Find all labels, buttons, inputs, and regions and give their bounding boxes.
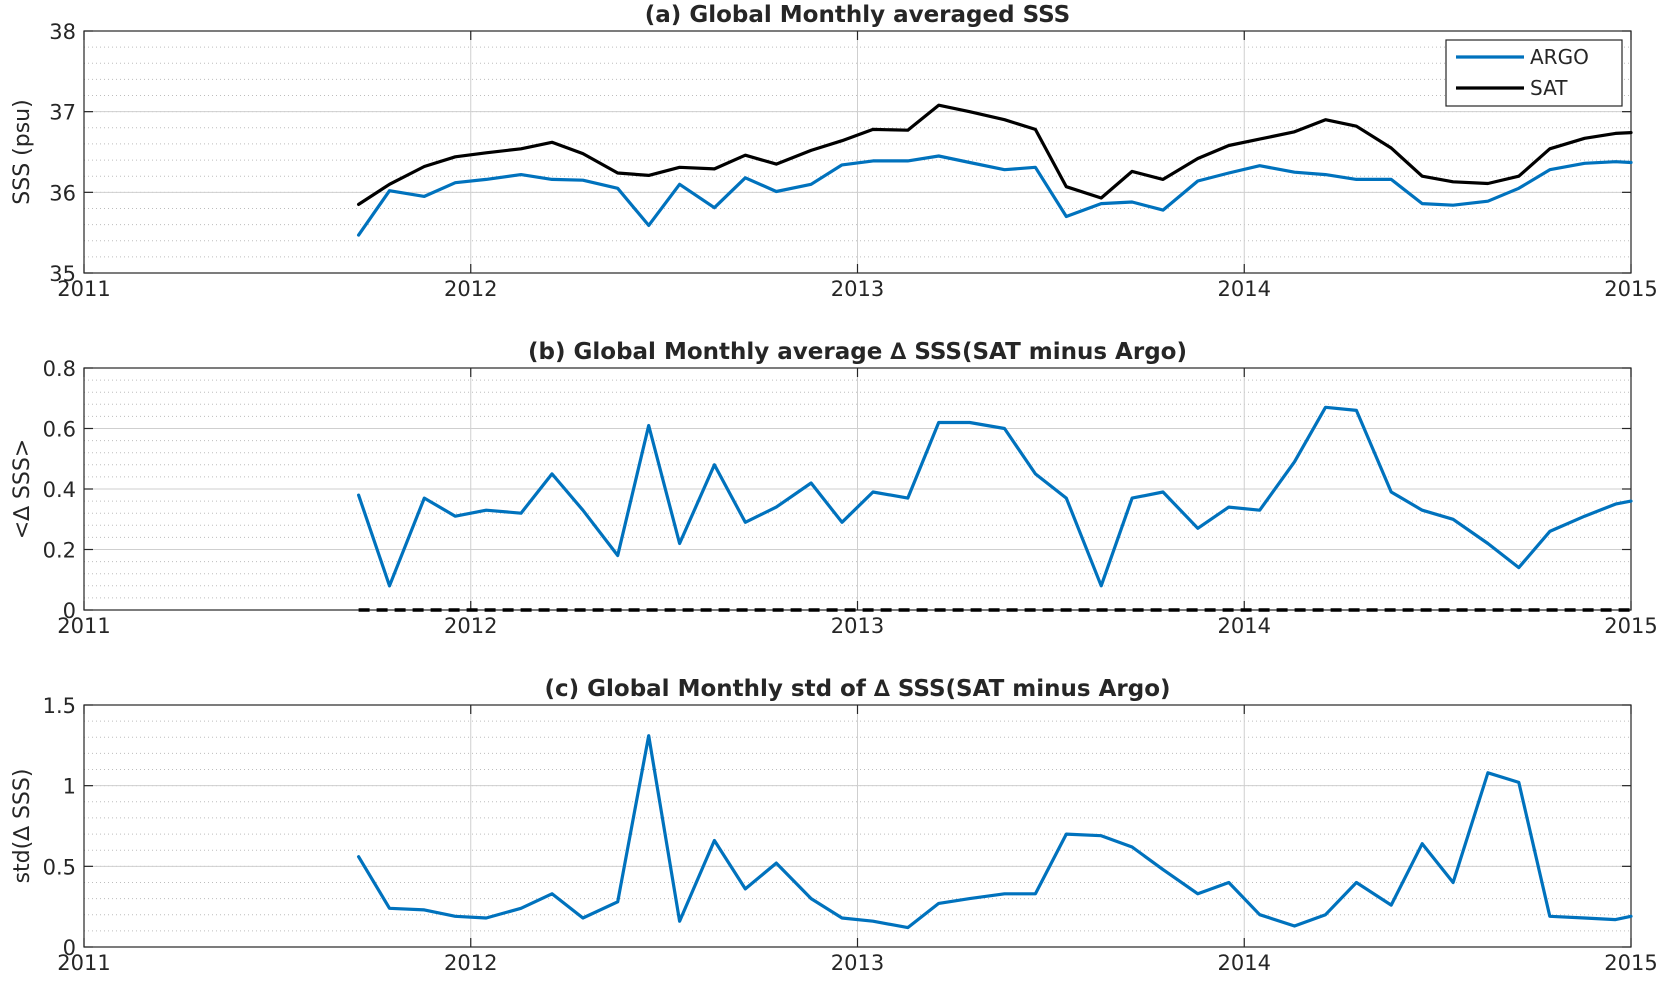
y-tick-label: 0.5 bbox=[43, 855, 76, 879]
x-tick-label: 2012 bbox=[444, 951, 497, 975]
y-tick-label: 36 bbox=[49, 181, 76, 205]
x-tick-label: 2015 bbox=[1604, 277, 1657, 301]
series-line-argo bbox=[357, 154, 1633, 237]
y-tick-label: 37 bbox=[49, 101, 76, 125]
x-tick-label: 2014 bbox=[1218, 614, 1271, 638]
x-tick-label: 2015 bbox=[1604, 614, 1657, 638]
panel-b: 0 0.2 0.4 0.6 0.8 2011 2012 2013 2014 2015 (b) Glo… bbox=[10, 339, 1658, 638]
chart-title: (a) Global Monthly averaged SSS bbox=[645, 2, 1070, 28]
y-axis-label: std(∆ SSS) bbox=[10, 769, 35, 884]
series-line-sat bbox=[357, 103, 1633, 206]
chart-title: (c) Global Monthly std of ∆ SSS(SAT minu… bbox=[544, 676, 1170, 702]
x-tick-label: 2014 bbox=[1218, 277, 1271, 301]
x-tick-label: 2014 bbox=[1218, 951, 1271, 975]
legend-label-argo: ARGO bbox=[1530, 45, 1589, 69]
chart-title: (b) Global Monthly average ∆ SSS(SAT min… bbox=[528, 339, 1187, 365]
legend-label-sat: SAT bbox=[1530, 76, 1568, 100]
series-line bbox=[357, 405, 1633, 588]
x-tick-label: 2015 bbox=[1604, 951, 1657, 975]
series-line bbox=[357, 734, 1633, 930]
x-tick-label: 2013 bbox=[831, 277, 884, 301]
y-tick-label: 0 bbox=[63, 599, 76, 623]
y-tick-label: 35 bbox=[49, 262, 76, 286]
x-tick-label: 2013 bbox=[831, 614, 884, 638]
x-tick-label: 2011 bbox=[57, 277, 110, 301]
y-tick-label: 1 bbox=[63, 775, 76, 799]
y-tick-label: 0.2 bbox=[43, 539, 76, 563]
y-axis-label: SSS (psu) bbox=[10, 99, 35, 204]
x-tick-label: 2011 bbox=[57, 614, 110, 638]
legend-box bbox=[1445, 39, 1623, 107]
y-tick-label: 0.6 bbox=[43, 418, 76, 442]
x-tick-label: 2012 bbox=[444, 614, 497, 638]
x-tick-label: 2013 bbox=[831, 951, 884, 975]
panel-a: 35 36 37 38 2011 2012 2013 2014 2015 (a) Global M… bbox=[10, 2, 1658, 301]
y-axis-label: <∆ SSS> bbox=[10, 439, 35, 539]
x-tick-label: 2011 bbox=[57, 951, 110, 975]
panel-c: 0 0.5 1 1.5 2011 2012 2013 2014 2015 (c) Global M… bbox=[10, 676, 1658, 975]
y-tick-label: 0.8 bbox=[43, 357, 76, 381]
y-tick-label: 1.5 bbox=[43, 694, 76, 718]
y-tick-label: 0.4 bbox=[43, 478, 76, 502]
y-tick-label: 38 bbox=[49, 20, 76, 44]
y-tick-label: 0 bbox=[63, 936, 76, 960]
x-tick-label: 2012 bbox=[444, 277, 497, 301]
